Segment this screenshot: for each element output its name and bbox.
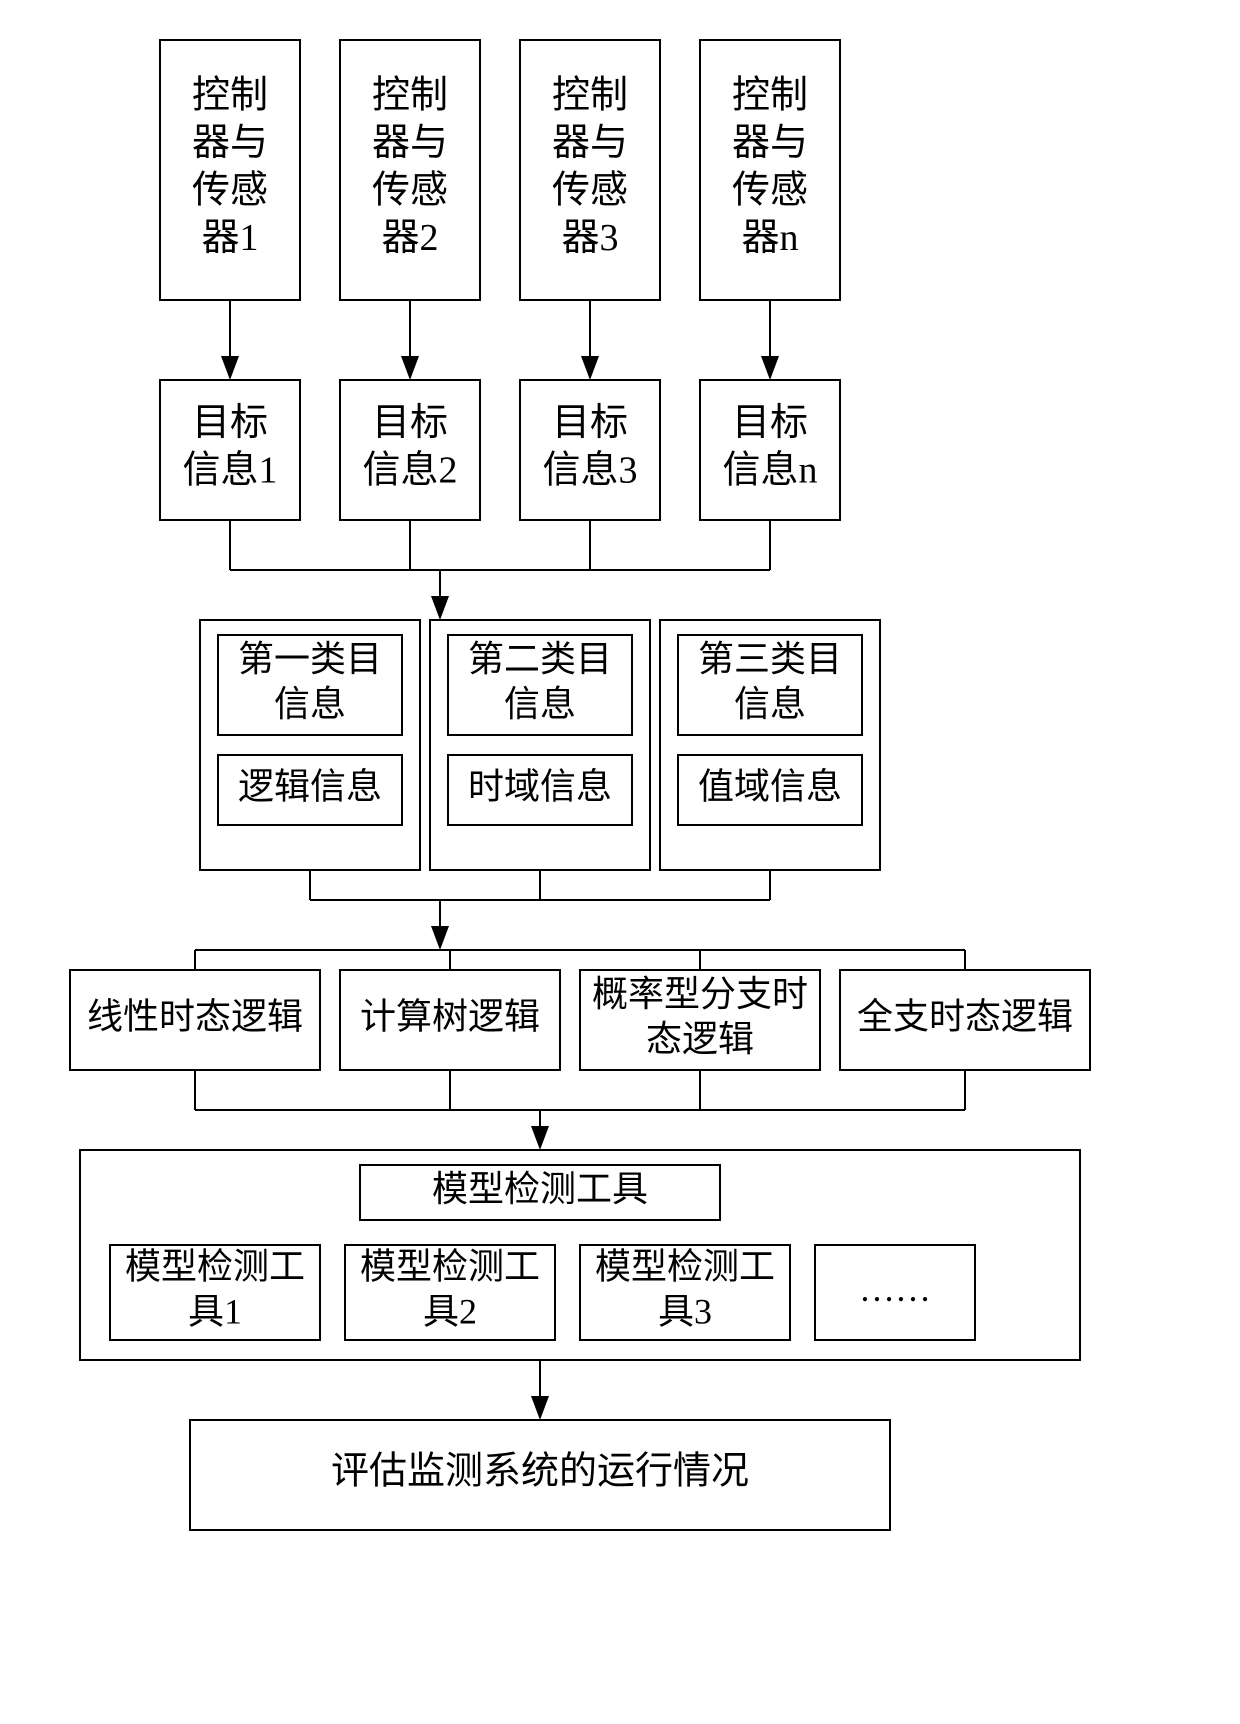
logic-type-box: 线性时态逻辑: [70, 970, 320, 1070]
svg-text:信息: 信息: [504, 684, 576, 724]
svg-text:传感: 传感: [192, 169, 268, 211]
svg-text:目标: 目标: [372, 402, 448, 444]
svg-text:器与: 器与: [732, 122, 808, 164]
svg-text:具3: 具3: [658, 1291, 712, 1331]
svg-text:控制: 控制: [372, 74, 448, 116]
svg-text:概率型分支时: 概率型分支时: [592, 974, 808, 1014]
controller-sensor-box: 控制器与传感器3: [520, 40, 660, 300]
svg-text:具2: 具2: [423, 1291, 477, 1331]
svg-text:器与: 器与: [192, 122, 268, 164]
logic-type-box: 计算树逻辑: [340, 970, 560, 1070]
svg-text:模型检测工: 模型检测工: [360, 1246, 540, 1286]
controller-sensor-box: 控制器与传感器2: [340, 40, 480, 300]
svg-text:器3: 器3: [561, 217, 618, 259]
svg-text:器n: 器n: [741, 217, 798, 259]
svg-text:逻辑信息: 逻辑信息: [238, 766, 382, 806]
svg-text:具1: 具1: [188, 1291, 242, 1331]
final-box: 评估监测系统的运行情况: [190, 1420, 890, 1530]
controller-sensor-box: 控制器与传感器n: [700, 40, 840, 300]
svg-text:信息n: 信息n: [722, 449, 817, 491]
svg-text:传感: 传感: [552, 169, 628, 211]
svg-text:控制: 控制: [552, 74, 628, 116]
svg-text:信息2: 信息2: [362, 449, 457, 491]
model-check-tools: 模型检测工具模型检测工具1 模型检测工具2 模型检测工具3 ……: [80, 1150, 1080, 1360]
svg-text:评估监测系统的运行情况: 评估监测系统的运行情况: [331, 1451, 749, 1493]
svg-text:信息: 信息: [274, 684, 346, 724]
target-info-box: 目标信息2: [340, 380, 480, 520]
svg-text:第一类目: 第一类目: [238, 639, 382, 679]
svg-text:器与: 器与: [552, 122, 628, 164]
svg-text:控制: 控制: [192, 74, 268, 116]
svg-text:模型检测工: 模型检测工: [595, 1246, 775, 1286]
svg-text:线性时态逻辑: 线性时态逻辑: [87, 996, 303, 1036]
svg-text:传感: 传感: [732, 169, 808, 211]
target-info-box: 目标信息3: [520, 380, 660, 520]
controller-sensor-box: 控制器与传感器1: [160, 40, 300, 300]
svg-text:信息: 信息: [734, 684, 806, 724]
svg-text:控制: 控制: [732, 74, 808, 116]
svg-text:值域信息: 值域信息: [698, 766, 842, 806]
svg-text:信息3: 信息3: [542, 449, 637, 491]
svg-text:计算树逻辑: 计算树逻辑: [360, 996, 540, 1036]
svg-text:器2: 器2: [381, 217, 438, 259]
svg-text:时域信息: 时域信息: [468, 766, 612, 806]
svg-text:目标: 目标: [552, 402, 628, 444]
svg-text:模型检测工: 模型检测工: [125, 1246, 305, 1286]
svg-text:第二类目: 第二类目: [468, 639, 612, 679]
target-info-box: 目标信息1: [160, 380, 300, 520]
svg-text:传感: 传感: [372, 169, 448, 211]
svg-text:器与: 器与: [372, 122, 448, 164]
svg-text:目标: 目标: [732, 402, 808, 444]
svg-text:信息1: 信息1: [182, 449, 277, 491]
logic-type-box: 概率型分支时态逻辑: [580, 970, 820, 1070]
svg-text:第三类目: 第三类目: [698, 639, 842, 679]
category-box: 第一类目信息逻辑信息: [200, 620, 420, 870]
target-info-box: 目标信息n: [700, 380, 840, 520]
svg-text:态逻辑: 态逻辑: [646, 1019, 754, 1059]
svg-text:器1: 器1: [201, 217, 258, 259]
logic-type-box: 全支时态逻辑: [840, 970, 1090, 1070]
category-box: 第二类目信息时域信息: [430, 620, 650, 870]
svg-text:模型检测工具: 模型检测工具: [432, 1169, 648, 1209]
svg-text:目标: 目标: [192, 402, 268, 444]
svg-text:全支时态逻辑: 全支时态逻辑: [857, 996, 1073, 1036]
svg-text:……: ……: [859, 1269, 931, 1309]
category-box: 第三类目信息值域信息: [660, 620, 880, 870]
